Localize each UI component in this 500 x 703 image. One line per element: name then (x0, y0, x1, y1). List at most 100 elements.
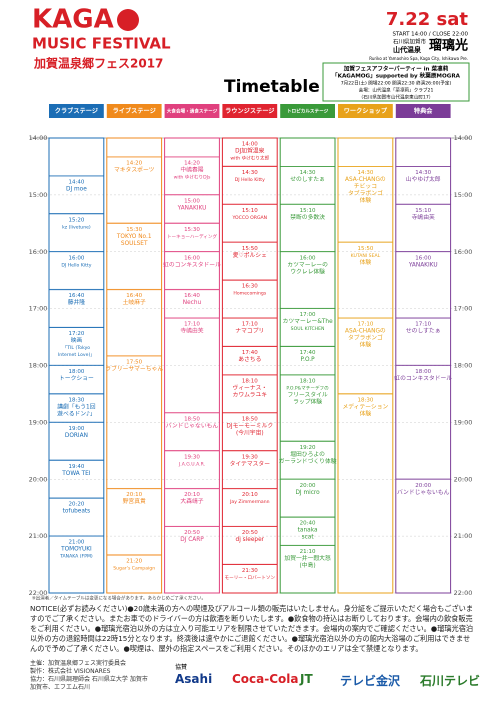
event-time: 16:40 (184, 293, 200, 299)
notes: NOTICE(必ずお読みください)●20歳未満の方への喫煙及びアルコール類の販売… (30, 604, 474, 653)
event-name: Homecomings (233, 291, 266, 297)
event-name: 中嶋春陽 (180, 165, 203, 173)
event-name: ラブリーサマーちゃん (105, 365, 163, 373)
event-name: ASA-CHANGの (345, 176, 386, 183)
event-time: 18:50 (184, 416, 200, 422)
event-name: バンドじゃないもん (397, 489, 450, 496)
column-frame (164, 137, 220, 594)
event-time: 17:10 (242, 322, 258, 328)
event-name: 寺嶋由芙 (412, 213, 435, 221)
after-party-box (322, 62, 470, 102)
event-name: TOMOYUKI (60, 547, 92, 553)
event-time: 17:50 (126, 360, 142, 366)
event-time: 20:00 (415, 483, 431, 489)
event-time: 18:30 (357, 397, 373, 403)
hours: START 14:00 / CLOSE 22:00 (392, 32, 468, 38)
time-label: 18:00 (454, 362, 473, 370)
time-label: 21:00 (454, 532, 473, 540)
event-name: あさちる (238, 356, 261, 363)
column-header (395, 104, 451, 118)
column-header (222, 104, 278, 118)
event-name: バンドじゃないもん (166, 422, 219, 429)
event-name: 野宮真貴 (123, 497, 146, 505)
event-time: 15:00 (184, 198, 200, 204)
after-party-line: 加賀フェスアフターパーティー in 菜凛莉 (343, 65, 449, 73)
event-name: tanaka (298, 528, 318, 534)
event-name: ウクレレ体験 (290, 267, 325, 275)
sponsor: テレビ金沢 (340, 674, 401, 688)
event-name: 体験 (360, 341, 372, 349)
event-time: 19:30 (242, 454, 258, 460)
time-label: 15:00 (29, 191, 48, 199)
event-time: 21:30 (242, 568, 258, 574)
event-time: 18:10 (242, 378, 258, 384)
event-name: ナマコプリ (235, 328, 264, 335)
event-time: 14:30 (357, 170, 373, 176)
event-time: 16:00 (184, 255, 200, 261)
time-label: 22:00 (454, 589, 473, 597)
organizer: 主催：加賀温泉郷フェス実行委員会 (30, 660, 127, 667)
event-time: 18:10 (300, 378, 316, 384)
column-name: ラウンジステージ (225, 107, 275, 115)
after-party-line: 会場：山代温泉「菜凛莉」クラブ21 (359, 87, 434, 94)
time-label: 17:00 (454, 305, 473, 313)
event-time: 20:10 (242, 492, 258, 498)
event-time: 20:10 (184, 492, 200, 498)
event-name: カツマーレー&The (283, 318, 334, 325)
venue-name: 瑠璃光 (429, 38, 468, 54)
event-name: 講劇「もう1回 (57, 402, 95, 410)
event-time: 14:20 (126, 160, 142, 166)
event-name: 加賀一井一悶大怒 (284, 554, 331, 562)
event-time: 16:00 (415, 255, 431, 261)
event-name: フリースタイル (287, 390, 327, 398)
time-label: 15:00 (454, 191, 473, 199)
sponsor: Asahi (175, 672, 213, 686)
column-header (164, 104, 220, 118)
event-time: 19:20 (300, 445, 316, 451)
event-name: TOWA TEI (61, 471, 91, 477)
event-time: 15:10 (300, 208, 316, 214)
event-time: 18:30 (68, 397, 84, 403)
logo: KAGA (32, 5, 114, 35)
event-name: メディテーション (342, 402, 388, 410)
event-time: 19:00 (68, 426, 84, 432)
event-time: 21:00 (68, 540, 84, 546)
column-header (338, 104, 393, 118)
produce: 製作：株式会社 VISIONARES (30, 668, 111, 675)
time-label: 21:00 (29, 532, 48, 540)
event-name: DORIAN (65, 433, 88, 439)
after-party-line: 「KAGAMOG」supported by 秋葉原MOGRA (332, 72, 461, 80)
venue-en: Ruriko at Yamashiro Spa, Kaga City, Ishi… (369, 56, 468, 61)
event-name: KUTANI SEAL (351, 253, 381, 259)
event-time: 17:40 (300, 350, 316, 356)
event-time: 21:10 (300, 549, 316, 555)
time-label: 17:00 (29, 305, 48, 313)
event-name: 愛♡ポルシェ (233, 251, 267, 259)
event-name: 藤井隆 (68, 298, 86, 306)
event-name: せのしすたぁ (290, 176, 325, 183)
venue-area: 山代温泉 (393, 45, 422, 54)
event-name: YANAKIKU (177, 205, 207, 211)
event-time: 15:30 (184, 227, 200, 233)
event-name: タブラボンゴ (348, 189, 383, 197)
event-time: 14:40 (68, 179, 84, 185)
column-header (106, 104, 162, 118)
support2: 加賀市、エフエム石川 (30, 684, 91, 691)
event-time: 17:10 (415, 322, 431, 328)
time-label: 14:00 (454, 134, 473, 142)
column-name: ライブステージ (113, 107, 157, 115)
event-time: 15:20 (68, 217, 84, 223)
event-time: 18:00 (415, 369, 431, 375)
event-name: 土岐麻子 (123, 298, 146, 306)
column-frame (337, 137, 394, 594)
event-name: 大森靖子 (180, 497, 203, 505)
event-name: ASA-CHANGの (345, 328, 386, 335)
event-time: 14:30 (415, 170, 431, 176)
event-time: 16:00 (68, 255, 84, 261)
time-label: 19:00 (454, 418, 473, 426)
event-name: 「TIL (Tokyo (63, 345, 91, 351)
after-party-line: 7月22日(土) 開場22:00 開演22:30 終演26:00(予定) (341, 80, 452, 87)
event-name: DJ moe (66, 186, 87, 192)
event-name: チビッコ (354, 182, 377, 190)
sponsor: JT (300, 672, 313, 686)
